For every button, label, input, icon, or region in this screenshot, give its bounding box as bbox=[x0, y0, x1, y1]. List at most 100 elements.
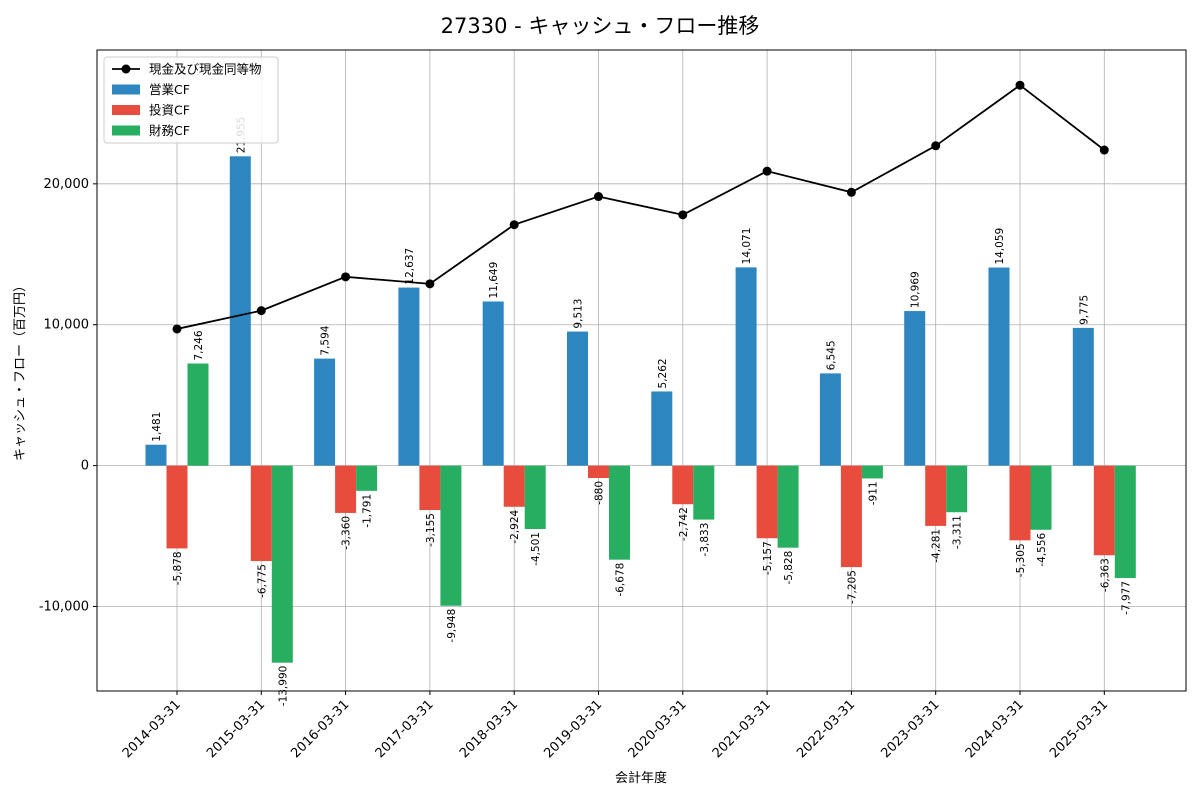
y-tick-label: 10,000 bbox=[44, 318, 90, 333]
data-label: 5,262 bbox=[657, 358, 669, 388]
cash-point bbox=[341, 272, 351, 282]
data-label: -4,281 bbox=[931, 529, 943, 563]
bar bbox=[166, 465, 188, 549]
bar bbox=[524, 465, 546, 530]
data-labels-group: 1,48121,9557,59412,63711,6499,5135,26214… bbox=[151, 117, 1132, 707]
legend-point-marker bbox=[121, 64, 131, 74]
data-label: -3,360 bbox=[341, 516, 353, 550]
x-tick-label: 2022-03-31 bbox=[794, 697, 858, 761]
bar bbox=[145, 444, 167, 466]
bar bbox=[335, 465, 357, 513]
x-axis: 2014-03-31 2015-03-31 2016-03-31 2017-03-31… bbox=[120, 691, 1111, 761]
bar bbox=[609, 465, 630, 560]
cash-point bbox=[425, 279, 435, 289]
data-label: -6,363 bbox=[1099, 558, 1111, 592]
cash-point bbox=[509, 220, 519, 230]
chart-title: 27330 - キャッシュ・フロー推移 bbox=[441, 14, 760, 38]
cash-point bbox=[172, 324, 182, 334]
data-label: -2,924 bbox=[509, 509, 521, 543]
legend-entry: 投資CF bbox=[149, 103, 190, 118]
bar bbox=[187, 363, 209, 466]
bar bbox=[819, 373, 841, 466]
data-label: 7,594 bbox=[320, 325, 332, 355]
bar bbox=[861, 465, 883, 479]
cash-point bbox=[1015, 80, 1025, 90]
data-label: -5,305 bbox=[1015, 543, 1027, 577]
bar bbox=[693, 465, 715, 520]
bar bbox=[1030, 465, 1052, 530]
data-label: -5,878 bbox=[172, 551, 184, 585]
data-label: 9,775 bbox=[1078, 295, 1090, 325]
plot-frame bbox=[96, 49, 1187, 692]
legend-swatch bbox=[112, 84, 140, 95]
data-label: -3,311 bbox=[952, 515, 964, 549]
bar bbox=[229, 156, 251, 466]
x-tick-label: 2015-03-31 bbox=[204, 697, 268, 761]
data-label: 1,481 bbox=[151, 412, 163, 442]
legend-entry: 財務CF bbox=[149, 123, 190, 138]
bar bbox=[271, 465, 293, 663]
data-label: -7,977 bbox=[1120, 581, 1132, 615]
data-label: -880 bbox=[594, 481, 606, 505]
data-label: -2,742 bbox=[678, 507, 690, 541]
bar bbox=[672, 465, 694, 505]
data-label: -9,948 bbox=[446, 609, 458, 643]
data-label: -13,990 bbox=[277, 666, 289, 707]
bar bbox=[735, 267, 757, 466]
legend-entry: 営業CF bbox=[149, 82, 190, 97]
cash-point bbox=[678, 210, 688, 220]
x-tick-label: 2018-03-31 bbox=[457, 697, 521, 761]
bar bbox=[756, 465, 778, 539]
x-tick-label: 2021-03-31 bbox=[710, 697, 774, 761]
data-label: -4,556 bbox=[1036, 532, 1048, 566]
x-tick-label: 2024-03-31 bbox=[963, 697, 1027, 761]
data-label: 12,637 bbox=[404, 248, 416, 285]
grid-lines bbox=[97, 50, 1186, 691]
x-axis-label: 会計年度 bbox=[615, 770, 667, 786]
bar bbox=[1009, 465, 1031, 541]
bar bbox=[1072, 327, 1094, 466]
bar bbox=[1114, 465, 1136, 578]
data-label: -5,157 bbox=[762, 541, 774, 575]
cash-point bbox=[846, 187, 856, 197]
x-tick-label: 2017-03-31 bbox=[373, 697, 437, 761]
data-label: 6,545 bbox=[825, 340, 837, 370]
cash-point bbox=[1099, 145, 1109, 155]
y-tick-label: 20,000 bbox=[44, 177, 90, 192]
y-axis: -10,000 0 10,000 20,000 bbox=[39, 177, 97, 614]
legend-box bbox=[103, 56, 279, 144]
data-label: 10,969 bbox=[910, 271, 922, 308]
data-label: -6,678 bbox=[615, 563, 627, 597]
bar bbox=[588, 465, 609, 478]
cash-line bbox=[176, 84, 1105, 330]
data-label: 14,059 bbox=[994, 228, 1006, 265]
bar bbox=[651, 391, 673, 466]
data-label: -6,775 bbox=[256, 564, 268, 598]
line-series-group bbox=[172, 80, 1109, 334]
bar bbox=[988, 267, 1010, 466]
bar bbox=[419, 465, 441, 511]
x-tick-label: 2020-03-31 bbox=[626, 697, 690, 761]
bar bbox=[440, 465, 462, 606]
y-tick-label: -10,000 bbox=[39, 599, 89, 614]
legend-swatch bbox=[112, 105, 140, 115]
bar bbox=[904, 311, 926, 466]
bar bbox=[398, 287, 420, 466]
bar bbox=[250, 465, 272, 562]
bar bbox=[314, 358, 336, 466]
legend-swatch bbox=[112, 125, 140, 136]
data-label: -7,205 bbox=[846, 570, 858, 604]
data-label: -3,155 bbox=[425, 513, 437, 547]
data-label: -4,501 bbox=[530, 532, 542, 566]
bar bbox=[777, 465, 799, 548]
data-label: -1,791 bbox=[362, 494, 374, 528]
cash-point bbox=[594, 192, 603, 202]
data-label: -3,833 bbox=[699, 523, 711, 557]
bars-group bbox=[145, 156, 1136, 663]
bar bbox=[356, 465, 378, 491]
bar bbox=[503, 465, 525, 507]
bar bbox=[482, 301, 504, 466]
bar bbox=[946, 465, 968, 513]
